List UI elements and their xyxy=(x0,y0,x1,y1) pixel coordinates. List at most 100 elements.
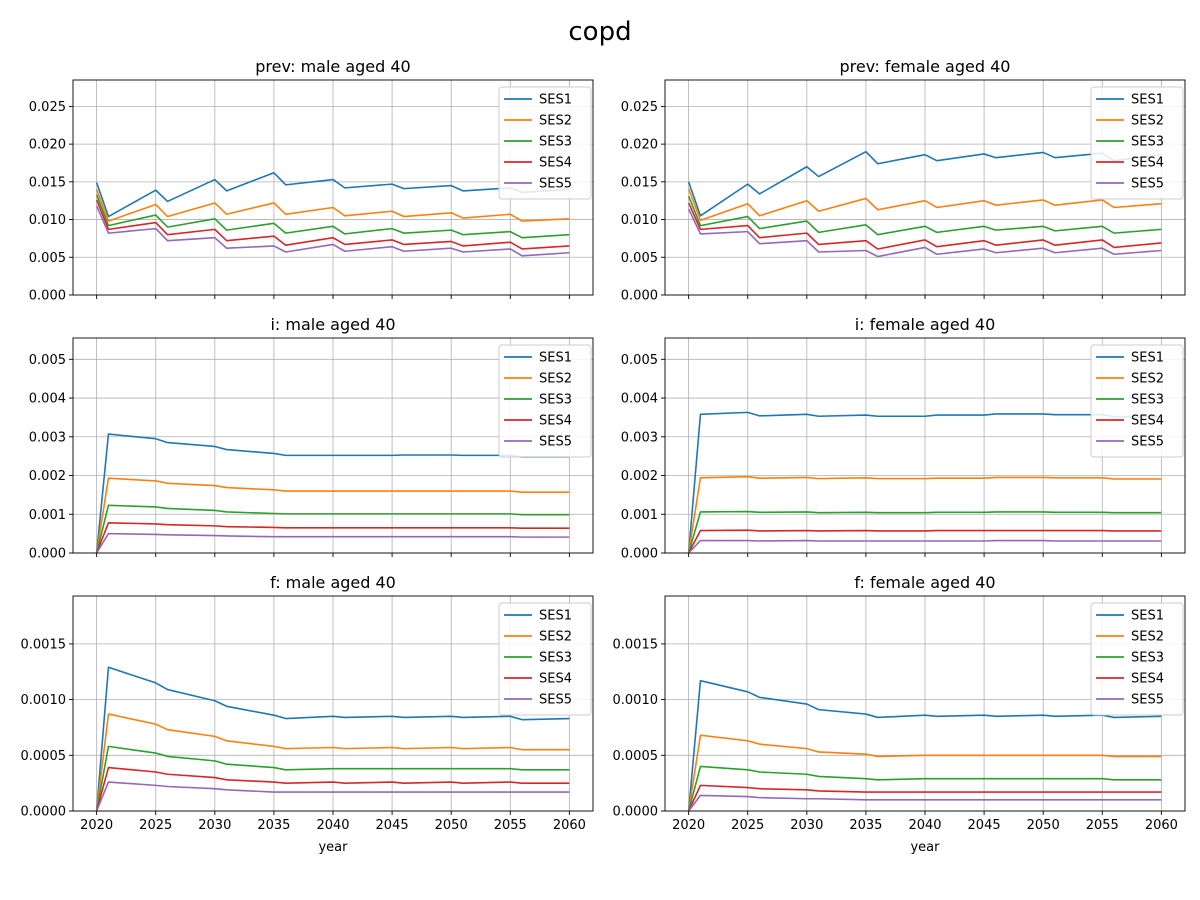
legend-label: SES4 xyxy=(1131,414,1164,429)
subplot-title: f: male aged 40 xyxy=(270,573,396,592)
legend-label: SES3 xyxy=(539,135,572,150)
y-tick-label: 0.015 xyxy=(621,175,658,190)
legend-label: SES5 xyxy=(539,177,572,192)
legend-label: SES3 xyxy=(1131,393,1164,408)
legend-label: SES4 xyxy=(1131,156,1164,171)
series-line-ses3 xyxy=(687,765,1162,812)
x-tick-label: 2020 xyxy=(672,818,705,833)
y-tick-label: 0.004 xyxy=(621,392,658,407)
y-tick-label: 0.0000 xyxy=(613,805,659,820)
subplot-5: 2020 2025 2030 2035 2040 2045 2050 2055 2060 0.00… xyxy=(21,573,594,855)
y-tick-label: 0.000 xyxy=(621,289,658,304)
legend-label: SES1 xyxy=(1131,351,1164,366)
y-tick-label: 0.0005 xyxy=(21,749,67,764)
legend: SES1 SES2 SES3 SES4 SES5 xyxy=(498,344,592,458)
y-tick-label: 0.000 xyxy=(29,547,66,562)
legend: SES1 SES2 SES3 SES4 SES5 xyxy=(1090,86,1184,200)
series-line-ses2 xyxy=(687,475,1162,554)
x-tick-label: 2030 xyxy=(790,818,823,833)
y-tick-label: 0.0015 xyxy=(21,637,67,652)
x-tick-label: 2025 xyxy=(731,818,764,833)
series-line-ses5 xyxy=(95,532,570,554)
y-tick-label: 0.000 xyxy=(29,289,66,304)
series-line-ses2 xyxy=(687,734,1162,812)
x-tick-label: 2055 xyxy=(494,818,527,833)
x-tick-label: 2030 xyxy=(198,818,231,833)
y-tick-label: 0.002 xyxy=(621,469,658,484)
legend-box xyxy=(1090,602,1184,716)
subplot-title: prev: female aged 40 xyxy=(840,57,1011,76)
y-tick-label: 0.020 xyxy=(621,138,658,153)
legend-label: SES5 xyxy=(1131,693,1164,708)
series-line-ses5 xyxy=(95,205,570,257)
series-line-ses4 xyxy=(687,784,1162,812)
series-line-ses1 xyxy=(687,411,1162,554)
legend-label: SES1 xyxy=(1131,609,1164,624)
subplot-title: f: female aged 40 xyxy=(854,573,995,592)
y-tick-label: 0.020 xyxy=(29,138,66,153)
series-line-ses1 xyxy=(687,150,1162,217)
subplot-6: 2020 2025 2030 2035 2040 2045 2050 2055 2060 0.00… xyxy=(613,573,1186,855)
legend-label: SES5 xyxy=(1131,177,1164,192)
legend-label: SES2 xyxy=(1131,372,1164,387)
y-tick-label: 0.005 xyxy=(29,251,66,266)
series-line-ses1 xyxy=(687,679,1162,812)
y-tick-label: 0.015 xyxy=(29,175,66,190)
series-line-ses4 xyxy=(95,521,570,554)
y-tick-label: 0.005 xyxy=(621,251,658,266)
x-tick-label: 2050 xyxy=(435,818,468,833)
legend-box xyxy=(498,344,592,458)
series-line-ses2 xyxy=(95,713,570,812)
series-line-ses5 xyxy=(688,794,1162,812)
legend-box xyxy=(1090,86,1184,200)
series-line-ses1 xyxy=(95,666,570,812)
legend-label: SES3 xyxy=(539,651,572,666)
series-line-ses1 xyxy=(95,433,570,554)
series-line-ses2 xyxy=(95,189,570,222)
x-tick-label: 2025 xyxy=(139,818,172,833)
x-tick-label: 2020 xyxy=(80,818,113,833)
legend-label: SES1 xyxy=(1131,93,1164,108)
subplot-4: 0.000 0.001 0.002 0.003 0.004 0.005 i: female … xyxy=(621,315,1186,562)
series-line-ses3 xyxy=(95,194,570,239)
series-line-ses4 xyxy=(687,202,1162,250)
legend: SES1 SES2 SES3 SES4 SES5 xyxy=(498,86,592,200)
x-tick-label: 2035 xyxy=(257,818,290,833)
legend-box xyxy=(1090,344,1184,458)
legend: SES1 SES2 SES3 SES4 SES5 xyxy=(498,602,592,716)
y-tick-label: 0.004 xyxy=(29,392,66,407)
series-line-ses4 xyxy=(95,199,570,250)
legend-label: SES2 xyxy=(539,372,572,387)
legend: SES1 SES2 SES3 SES4 SES5 xyxy=(1090,602,1184,716)
legend: SES1 SES2 SES3 SES4 SES5 xyxy=(1090,344,1184,458)
x-tick-label: 2050 xyxy=(1027,818,1060,833)
series-line-ses3 xyxy=(95,504,570,554)
subplot-title: i: male aged 40 xyxy=(270,315,395,334)
subplot-3: 0.000 0.001 0.002 0.003 0.004 0.005 i: male ag… xyxy=(29,315,594,562)
y-tick-label: 0.025 xyxy=(29,100,66,115)
y-tick-label: 0.010 xyxy=(621,213,658,228)
y-tick-label: 0.002 xyxy=(29,469,66,484)
y-tick-label: 0.0005 xyxy=(613,749,659,764)
legend-label: SES5 xyxy=(539,435,572,450)
subplot-1: 0.000 0.005 0.010 0.015 0.020 0.025 prev: male… xyxy=(29,57,594,304)
y-tick-label: 0.001 xyxy=(621,508,658,523)
y-tick-label: 0.0000 xyxy=(21,805,67,820)
series-line-ses4 xyxy=(687,529,1162,554)
series-line-ses5 xyxy=(687,208,1162,258)
y-tick-label: 0.000 xyxy=(621,547,658,562)
x-tick-label: 2040 xyxy=(316,818,349,833)
subplot-title: i: female aged 40 xyxy=(855,315,996,334)
legend-label: SES5 xyxy=(539,693,572,708)
series-line-ses5 xyxy=(95,781,570,812)
series-line-ses4 xyxy=(95,766,570,812)
legend-label: SES2 xyxy=(539,630,572,645)
legend-label: SES1 xyxy=(539,609,572,624)
legend-label: SES3 xyxy=(1131,135,1164,150)
series-line-ses3 xyxy=(687,195,1162,236)
y-tick-label: 0.0010 xyxy=(613,693,659,708)
legend-label: SES4 xyxy=(539,414,572,429)
legend-box xyxy=(498,86,592,200)
y-tick-label: 0.0015 xyxy=(613,637,659,652)
